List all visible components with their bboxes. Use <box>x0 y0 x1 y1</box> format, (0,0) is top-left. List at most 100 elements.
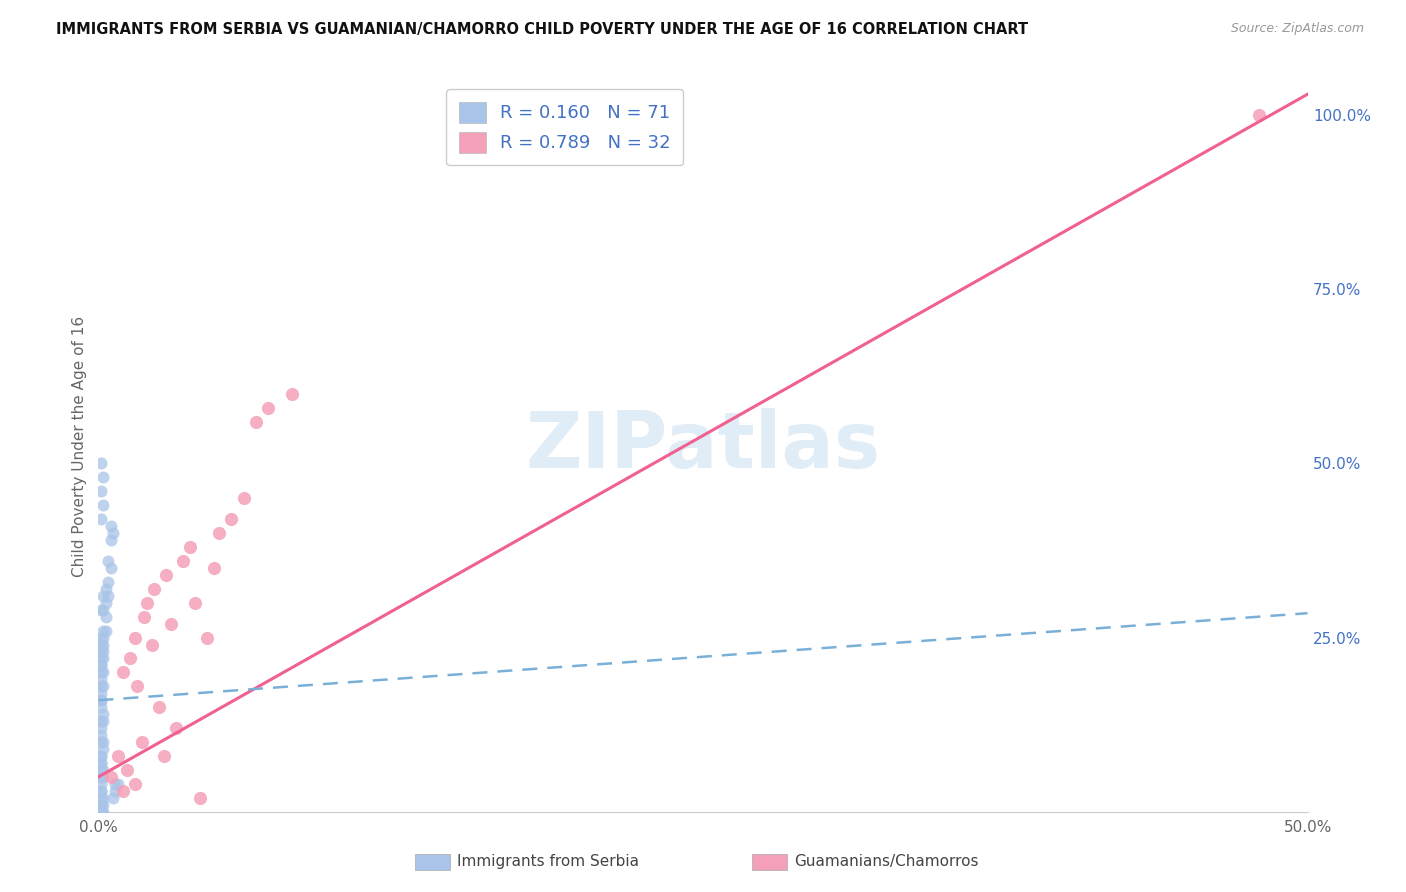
Point <box>90 484 112 499</box>
Point <box>94 582 117 596</box>
Point <box>124 631 146 645</box>
Point <box>90 457 112 471</box>
Point <box>90 797 112 812</box>
Text: Source: ZipAtlas.com: Source: ZipAtlas.com <box>1230 22 1364 36</box>
Point <box>94 609 117 624</box>
Point <box>118 651 141 665</box>
Point <box>127 679 149 693</box>
Point <box>94 624 117 638</box>
Point <box>91 589 114 603</box>
Point <box>97 589 120 603</box>
Point <box>91 805 114 819</box>
Text: IMMIGRANTS FROM SERBIA VS GUAMANIAN/CHAMORRO CHILD POVERTY UNDER THE AGE OF 16 C: IMMIGRANTS FROM SERBIA VS GUAMANIAN/CHAM… <box>56 22 1028 37</box>
Point <box>90 784 112 798</box>
Point <box>90 686 112 700</box>
Point <box>104 784 127 798</box>
Point <box>100 519 122 533</box>
Point <box>91 763 114 777</box>
Point <box>245 415 267 429</box>
Point <box>101 790 124 805</box>
Point <box>90 805 112 819</box>
Point <box>91 470 114 484</box>
Point <box>90 638 112 652</box>
Point <box>184 596 207 610</box>
Point <box>172 554 194 568</box>
Point <box>135 596 157 610</box>
Point <box>91 735 114 749</box>
Point <box>111 665 134 680</box>
Point <box>90 756 112 770</box>
Point <box>90 665 112 680</box>
Text: Immigrants from Serbia: Immigrants from Serbia <box>457 855 638 869</box>
Point <box>90 777 112 791</box>
Point <box>100 533 122 547</box>
Point <box>91 714 114 728</box>
Point <box>90 673 112 687</box>
Point <box>97 554 120 568</box>
Point <box>90 756 112 770</box>
Text: ZIPatlas: ZIPatlas <box>526 408 880 484</box>
Point <box>91 638 114 652</box>
Point <box>232 491 254 506</box>
Point <box>143 582 166 596</box>
Point <box>90 700 112 714</box>
Point <box>90 693 112 707</box>
Point <box>165 721 187 735</box>
Point <box>90 512 112 526</box>
Point <box>90 763 112 777</box>
Point <box>90 603 112 617</box>
Point <box>91 624 114 638</box>
Point <box>1249 108 1271 122</box>
Point <box>131 735 153 749</box>
Point <box>90 728 112 742</box>
Point <box>90 658 112 673</box>
Point <box>90 749 112 764</box>
Point <box>94 596 117 610</box>
Point <box>90 784 112 798</box>
Point <box>91 665 114 680</box>
Point <box>90 679 112 693</box>
Point <box>111 784 134 798</box>
Point <box>91 797 114 812</box>
Point <box>148 700 170 714</box>
Point <box>104 777 127 791</box>
Point <box>134 609 156 624</box>
Point <box>281 386 304 401</box>
Point <box>91 707 114 722</box>
Point <box>117 763 139 777</box>
Point <box>90 658 112 673</box>
Point <box>188 790 211 805</box>
Point <box>256 401 278 415</box>
Point <box>91 631 114 645</box>
Point <box>179 540 201 554</box>
Point <box>91 742 114 756</box>
Point <box>100 561 122 575</box>
Point <box>91 644 114 658</box>
Point <box>195 631 218 645</box>
Point <box>91 790 114 805</box>
Point <box>90 770 112 784</box>
Y-axis label: Child Poverty Under the Age of 16: Child Poverty Under the Age of 16 <box>72 316 87 576</box>
Point <box>91 498 114 512</box>
Point <box>124 777 146 791</box>
Point <box>91 603 114 617</box>
Point <box>90 749 112 764</box>
Point <box>90 693 112 707</box>
Point <box>204 561 226 575</box>
Point <box>90 805 112 819</box>
Point <box>91 651 114 665</box>
Point <box>90 770 112 784</box>
Point <box>90 797 112 812</box>
Point <box>101 526 124 541</box>
Point <box>221 512 243 526</box>
Point <box>90 714 112 728</box>
Point <box>91 770 114 784</box>
Point <box>107 777 129 791</box>
Point <box>100 770 122 784</box>
Point <box>90 721 112 735</box>
Point <box>90 651 112 665</box>
Point <box>97 574 120 589</box>
Legend: R = 0.160   N = 71, R = 0.789   N = 32: R = 0.160 N = 71, R = 0.789 N = 32 <box>446 89 683 165</box>
Point <box>91 679 114 693</box>
Point <box>152 749 174 764</box>
